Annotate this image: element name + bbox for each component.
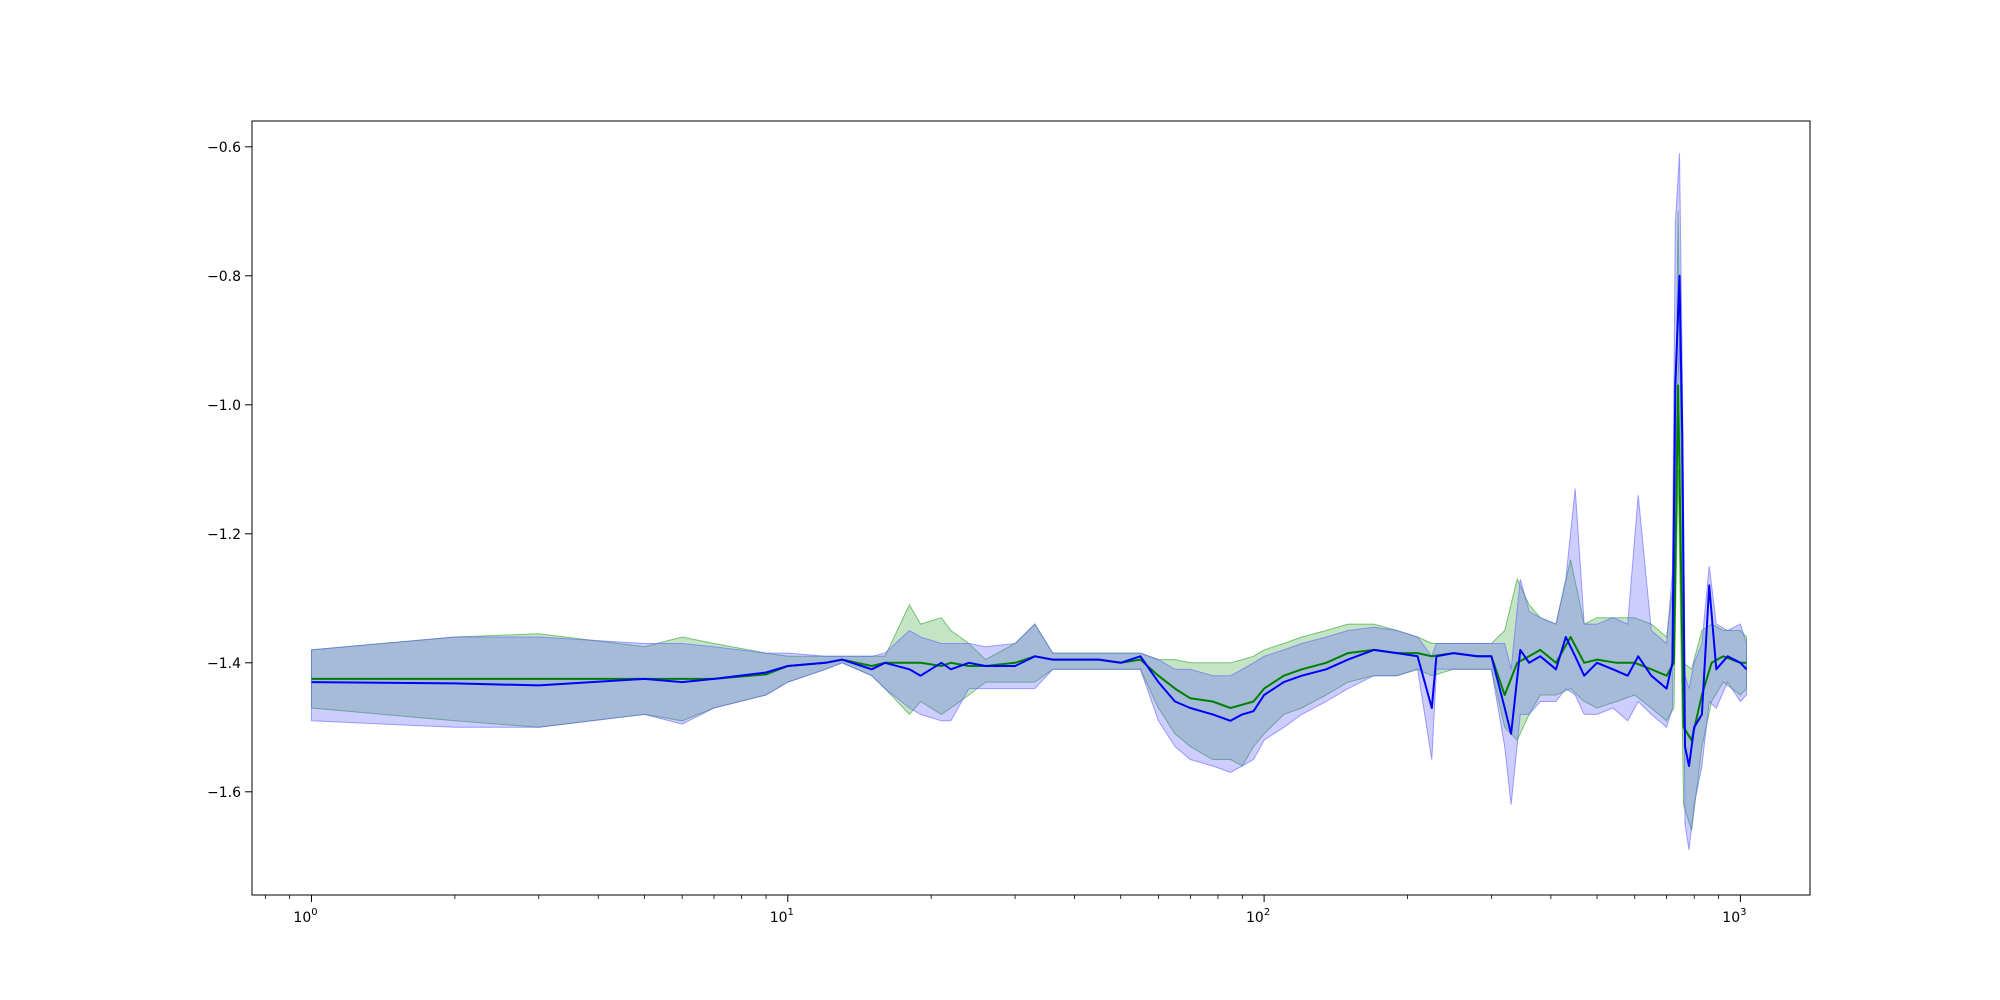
- x-tick-label: 100: [293, 907, 317, 926]
- x-tick-label: 101: [770, 907, 794, 926]
- series-1-line: [311, 274, 1748, 767]
- confidence-bands: [311, 153, 1747, 850]
- y-axis: −0.6 −0.8 −1.0 −1.2 −1.4 −1.6: [207, 140, 252, 801]
- series-0-band: [311, 211, 1747, 831]
- x-tick-label: 102: [1246, 907, 1270, 926]
- y-tick-label: −0.8: [207, 269, 241, 285]
- y-tick-label: −1.4: [207, 656, 241, 672]
- x-axis: 100 101 102 103: [264, 895, 1747, 926]
- y-tick-label: −1.2: [207, 527, 241, 543]
- series-lines: [311, 274, 1748, 767]
- y-tick-label: −1.6: [207, 785, 241, 801]
- y-tick-label: −1.0: [207, 398, 241, 414]
- plot-frame: [251, 120, 1811, 896]
- y-tick-label: −0.6: [207, 140, 241, 156]
- series-1-band: [311, 153, 1747, 850]
- x-tick-label: 103: [1722, 907, 1746, 926]
